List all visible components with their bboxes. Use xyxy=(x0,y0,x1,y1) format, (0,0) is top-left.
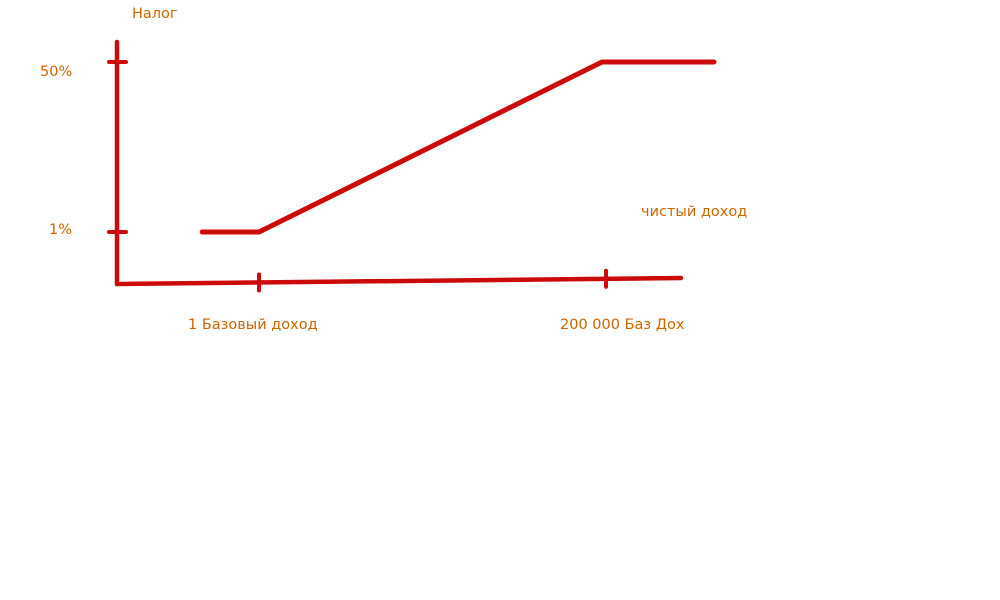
x-axis xyxy=(114,275,684,287)
y-axis-label: Налог xyxy=(132,6,178,22)
x-tick-label-200000: 200 000 Баз Дох xyxy=(560,317,685,333)
y-tick-label-50-percent: 50% xyxy=(40,64,72,80)
tax-rate-line xyxy=(199,59,717,235)
x-tick-label-base-income: 1 Базовый доход xyxy=(188,317,318,333)
y-tick-label-1-percent: 1% xyxy=(49,222,72,238)
x-axis-label: чистый доход xyxy=(641,204,747,220)
